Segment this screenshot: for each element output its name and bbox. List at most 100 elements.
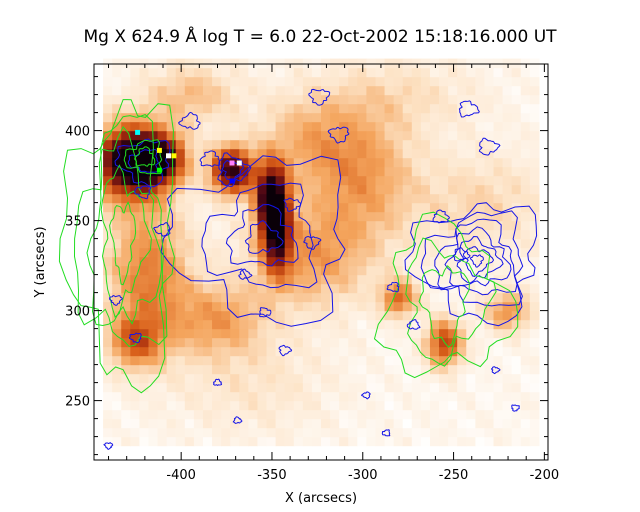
image-cell [493, 373, 504, 384]
image-cell [439, 130, 449, 141]
image-cell [239, 76, 249, 87]
image-cell [321, 427, 331, 438]
image-cell [402, 265, 413, 276]
image-cell [221, 346, 231, 357]
image-cell [439, 427, 449, 438]
image-cell [103, 256, 113, 267]
image-cell [230, 346, 240, 357]
image-cell [348, 265, 358, 276]
image-cell [366, 364, 377, 375]
image-cell [202, 382, 213, 393]
image-cell [402, 391, 413, 402]
image-cell [130, 346, 140, 357]
image-cell [266, 175, 277, 186]
image-cell [112, 364, 122, 375]
image-cell [139, 319, 150, 330]
image-cell [330, 157, 340, 168]
image-cell [257, 121, 268, 132]
image-cell [175, 283, 186, 294]
image-cell [330, 103, 340, 114]
image-cell [384, 85, 395, 96]
image-cell [311, 346, 322, 357]
image-cell [321, 211, 331, 222]
image-cell [112, 391, 122, 402]
image-cell [266, 301, 277, 312]
image-cell [411, 328, 422, 339]
image-cell [121, 166, 131, 177]
image-cell [384, 346, 395, 357]
image-cell [302, 94, 313, 105]
image-cell [502, 346, 513, 357]
image-cell [393, 247, 404, 258]
image-cell [484, 184, 495, 195]
image-cell [221, 337, 231, 348]
image-cell [221, 355, 231, 366]
image-cell [248, 274, 259, 285]
image-cell [212, 391, 222, 402]
image-cell [112, 256, 122, 267]
green-contour [73, 114, 168, 348]
image-cell [484, 409, 495, 420]
image-cell [293, 283, 304, 294]
image-cell [230, 130, 240, 141]
image-cell [157, 103, 168, 114]
image-cell [339, 265, 349, 276]
image-cell [429, 103, 440, 114]
image-cell [148, 175, 159, 186]
image-cell [466, 382, 476, 393]
image-cell [112, 292, 122, 303]
image-cell [184, 301, 195, 312]
image-cell [202, 238, 213, 249]
image-cell [429, 130, 440, 141]
image-cell [212, 418, 222, 429]
image-cell [139, 67, 150, 78]
image-cell [212, 346, 222, 357]
image-cell [193, 166, 204, 177]
image-cell [157, 94, 168, 105]
image-cell [230, 292, 240, 303]
image-cell [112, 409, 122, 420]
image-cell [266, 247, 277, 258]
image-cell [475, 364, 486, 375]
image-cell [384, 211, 395, 222]
image-cell [293, 310, 304, 321]
image-cell [212, 409, 222, 420]
image-cell [248, 238, 259, 249]
image-cell [321, 418, 331, 429]
image-cell [493, 319, 504, 330]
image-cell [475, 436, 486, 447]
plot-frame [93, 63, 549, 461]
image-cell [348, 382, 358, 393]
image-cell [157, 247, 168, 258]
blue-contour [199, 150, 221, 167]
image-cell [293, 103, 304, 114]
image-cell [393, 265, 404, 276]
image-cell [448, 202, 458, 213]
image-cell [429, 229, 440, 240]
image-cell [511, 247, 522, 258]
image-cell [284, 418, 295, 429]
image-cell [393, 364, 404, 375]
image-cell [157, 184, 168, 195]
image-cell [393, 328, 404, 339]
image-cell [393, 166, 404, 177]
image-cell [375, 328, 386, 339]
image-cell [439, 382, 449, 393]
image-cell [184, 229, 195, 240]
image-cell [411, 112, 422, 123]
image-cell [375, 346, 386, 357]
image-cell [493, 67, 504, 78]
image-cell [130, 382, 140, 393]
image-cell [457, 202, 467, 213]
image-cell [184, 427, 195, 438]
image-cell [448, 436, 458, 447]
image-cell [248, 175, 259, 186]
image-cell [348, 364, 358, 375]
image-cell [311, 166, 322, 177]
image-cell [157, 157, 168, 168]
image-cell [493, 364, 504, 375]
image-cell [184, 256, 195, 267]
image-cell [375, 112, 386, 123]
image-cell [230, 58, 240, 69]
image-cell [411, 391, 422, 402]
